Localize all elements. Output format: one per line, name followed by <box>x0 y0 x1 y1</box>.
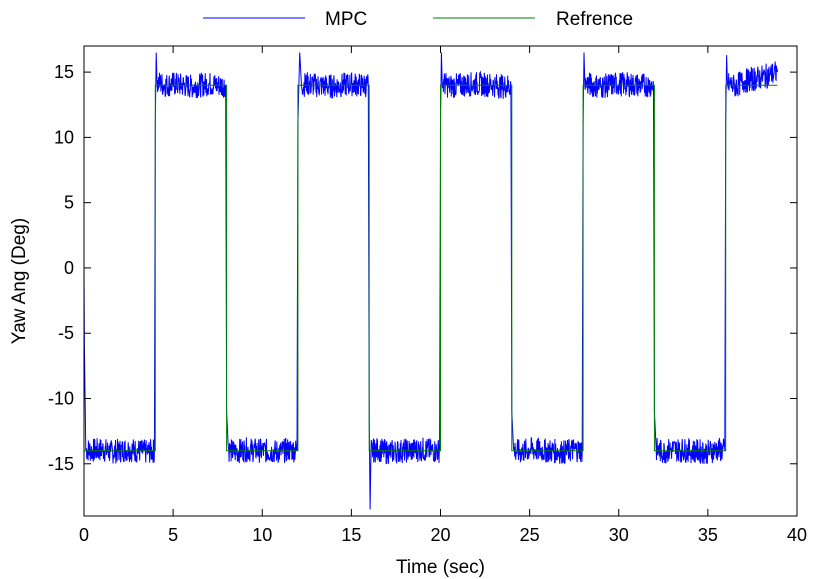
x-axis-title: Time (sec) <box>396 557 485 578</box>
x-tick-label: 30 <box>609 525 629 545</box>
y-axis-title: Yaw Ang (Deg) <box>9 218 30 344</box>
y-tick-label: 5 <box>64 193 74 213</box>
series-line-mpc <box>83 52 778 510</box>
y-tick-label: -15 <box>48 454 74 474</box>
x-tick-label: 35 <box>698 525 718 545</box>
x-axis: 0 5 10 15 20 25 30 35 40 <box>79 46 807 545</box>
legend: MPC Refrence <box>203 9 633 30</box>
x-tick-label: 0 <box>79 525 89 545</box>
x-tick-label: 15 <box>341 525 361 545</box>
y-tick-label: -10 <box>48 389 74 409</box>
y-tick-label: 0 <box>64 258 74 278</box>
y-axis: 15 10 5 0 -5 -10 -15 <box>48 62 797 474</box>
x-tick-label: 5 <box>168 525 178 545</box>
y-tick-label: 10 <box>54 127 74 147</box>
x-tick-label: 25 <box>520 525 540 545</box>
legend-mpc-label: MPC <box>325 9 367 30</box>
series-line-refrence <box>84 84 778 452</box>
x-tick-label: 10 <box>252 525 272 545</box>
series-layer <box>83 52 778 510</box>
y-tick-label: 15 <box>54 62 74 82</box>
x-tick-label: 40 <box>787 525 807 545</box>
y-tick-label: -5 <box>58 323 74 343</box>
x-tick-label: 20 <box>430 525 450 545</box>
legend-refrence-label: Refrence <box>556 9 633 30</box>
